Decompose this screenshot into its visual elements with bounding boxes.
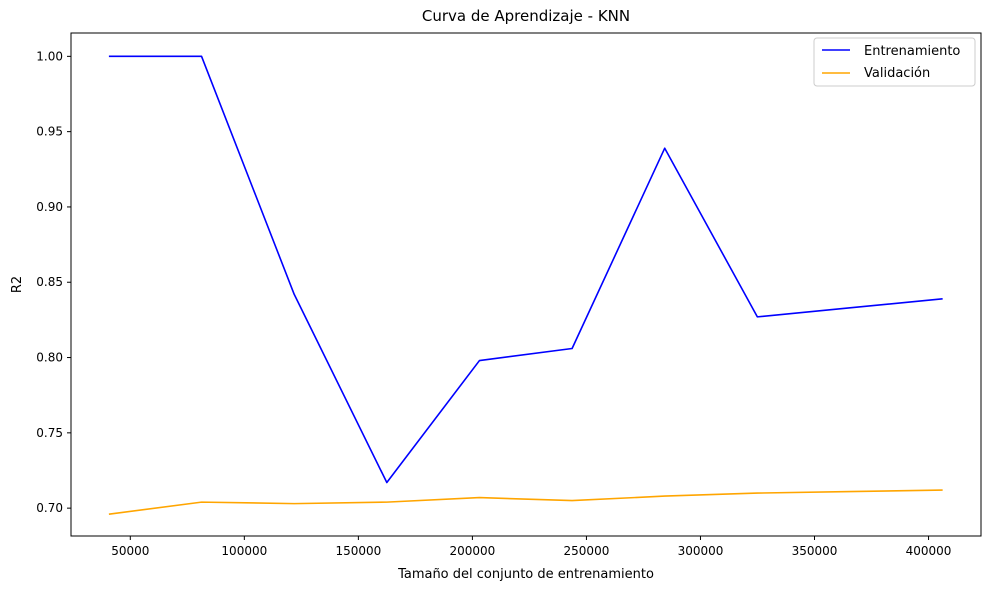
chart-title: Curva de Aprendizaje - KNN [422,7,630,25]
x-tick-label: 150000 [335,544,381,558]
y-axis: 0.70 0.75 0.80 0.85 0.90 0.95 1.00 [36,49,71,515]
legend-box [813,37,976,87]
x-tick-label: 300000 [678,544,724,558]
legend-label-entrenamiento: Entrenamiento [864,44,960,59]
series-lines [108,55,943,515]
x-axis: 50000 100000 150000 200000 250000 300000 35000… [111,536,951,558]
x-tick-label: 400000 [906,544,952,558]
x-tick-label: 100000 [221,544,267,558]
plot-area [70,32,982,537]
x-axis-label: Tamaño del conjunto de entrenamiento [397,567,654,582]
y-tick-label: 0.75 [36,426,63,440]
x-tick-label: 200000 [449,544,495,558]
y-tick-label: 0.95 [36,125,63,139]
legend: Entrenamiento Validación [813,37,976,87]
y-tick-label: 0.85 [36,275,63,289]
legend-label-validacion: Validación [864,66,930,81]
y-tick-label: 0.80 [36,351,63,365]
y-tick-label: 1.00 [36,49,63,63]
x-tick-label: 350000 [792,544,838,558]
series-line-entrenamiento [108,55,943,484]
x-tick-label: 250000 [564,544,610,558]
series-line-validacion [108,489,943,515]
y-tick-label: 0.70 [36,501,63,515]
y-axis-label: R2 [10,276,25,293]
y-tick-label: 0.90 [36,200,63,214]
x-tick-label: 50000 [111,544,149,558]
